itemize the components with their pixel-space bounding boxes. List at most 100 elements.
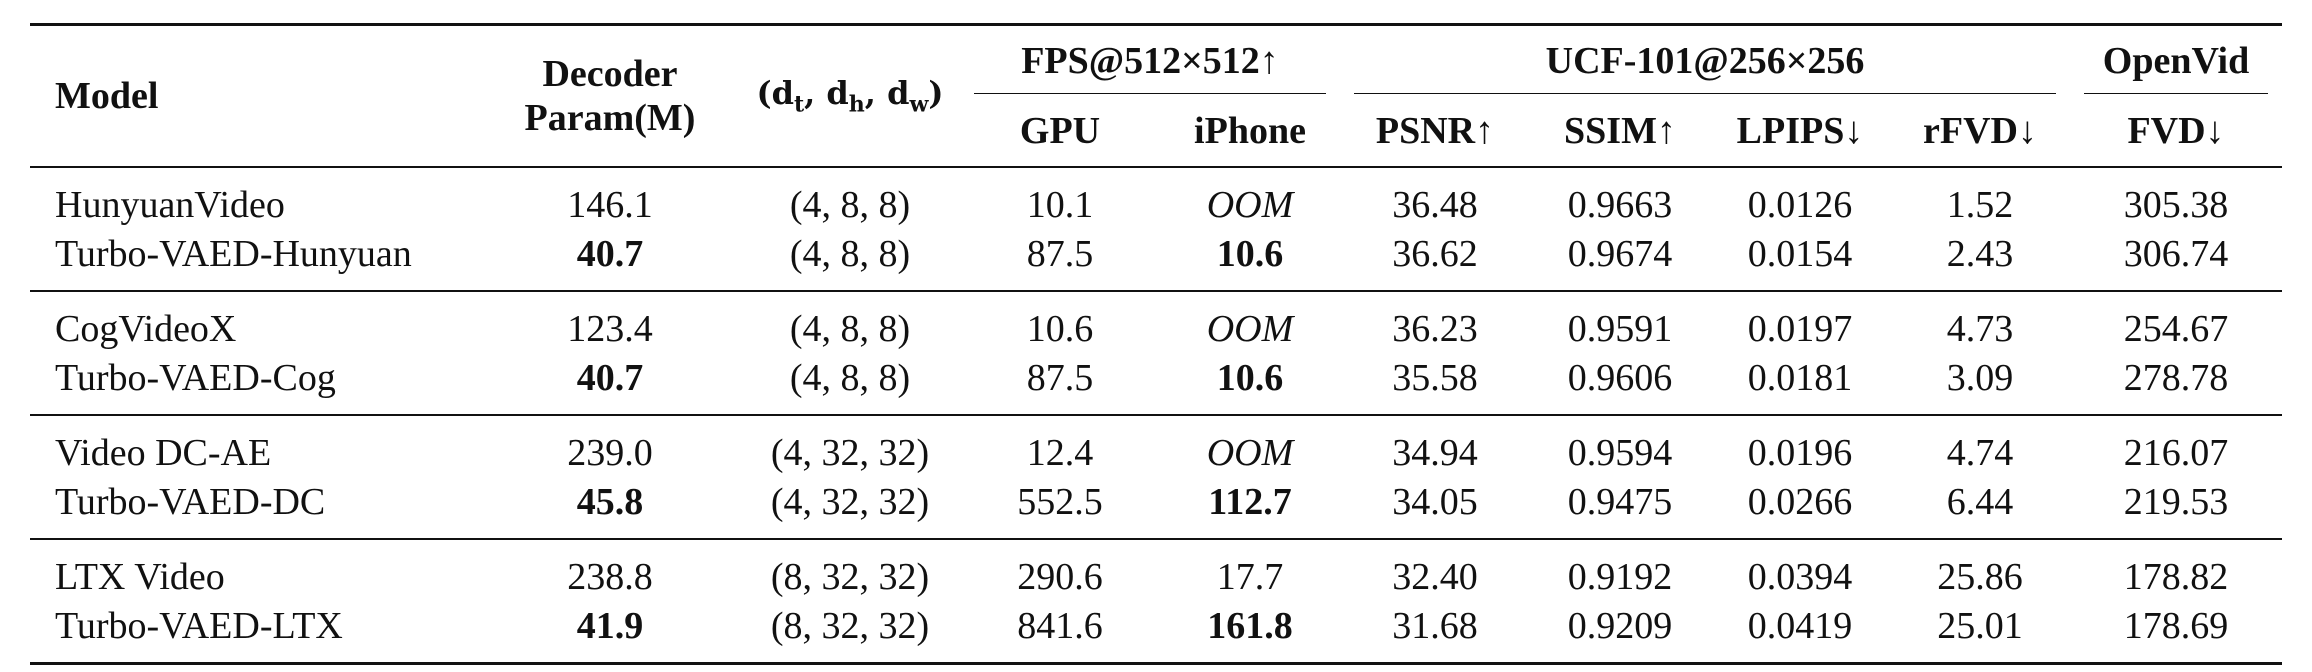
cell: 552.5 [1017, 480, 1103, 523]
cell: 0.0419 [1747, 604, 1853, 647]
cell: 45.8 [576, 480, 644, 523]
cell: 841.6 [1017, 604, 1103, 647]
row-group: LTX Video 238.8 (8, 32, 32) 290.6 17.7 32.40 0… [30, 539, 2283, 664]
cell: 0.0154 [1747, 232, 1853, 275]
cell: (4, 8, 8) [789, 356, 911, 399]
cell: OOM [1206, 307, 1294, 350]
model-name: CogVideoX [55, 307, 237, 350]
column-header: rFVD↓ [1923, 110, 2037, 152]
cell: 17.7 [1216, 555, 1284, 598]
dims-subscript: t [793, 91, 805, 118]
cell: (4, 32, 32) [770, 431, 930, 474]
cell: (4, 8, 8) [789, 183, 911, 226]
model-name: Turbo-VAED-LTX [55, 604, 343, 647]
row-group: Video DC-AE 239.0 (4, 32, 32) 12.4 OOM 34.94 0… [30, 415, 2283, 539]
table-row: Turbo-VAED-DC 45.8 (4, 32, 32) 552.5 112.7 34… [30, 477, 2282, 539]
table-header: Model Decoder Param(M) (dt, dh, dw) FPS@512×… [30, 25, 2283, 167]
table-row: Turbo-VAED-Hunyuan 40.7 (4, 8, 8) 87.5 10.6 3… [30, 229, 2282, 291]
cell: 0.9192 [1567, 555, 1673, 598]
cell: 306.74 [2123, 232, 2229, 275]
decoder-header-line: Decoder [542, 53, 678, 95]
cell: OOM [1206, 183, 1294, 226]
cell: 0.0394 [1747, 555, 1853, 598]
cell: 0.9674 [1567, 232, 1673, 275]
cell: 290.6 [1017, 555, 1103, 598]
dims-text: , d [804, 74, 849, 113]
cell: 10.6 [1216, 232, 1284, 275]
cell: 36.48 [1392, 183, 1478, 226]
table-row: Turbo-VAED-Cog 40.7 (4, 8, 8) 87.5 10.6 35.58… [30, 353, 2282, 415]
model-name: HunyuanVideo [55, 183, 285, 226]
span-title: OpenVid [2070, 25, 2282, 97]
cell: 41.9 [576, 604, 644, 647]
cell: (8, 32, 32) [770, 604, 930, 647]
dims-header: (dt, dh, dw) [740, 25, 960, 168]
table-row: LTX Video 238.8 (8, 32, 32) 290.6 17.7 32.40 0… [30, 539, 2282, 601]
cell: 305.38 [2123, 183, 2229, 226]
dims-subscript: w [909, 91, 929, 118]
cell: (4, 32, 32) [770, 480, 930, 523]
cell: 87.5 [1026, 232, 1094, 275]
span-title: FPS@512×512↑ [960, 25, 1340, 97]
cell: 35.58 [1392, 356, 1478, 399]
cell: (4, 8, 8) [789, 232, 911, 275]
cell: 239.0 [567, 431, 653, 474]
cell: 25.86 [1937, 555, 2023, 598]
cell: 0.9475 [1567, 480, 1673, 523]
cell: 40.7 [576, 232, 644, 275]
model-name: Turbo-VAED-Cog [55, 356, 336, 399]
cell: 31.68 [1392, 604, 1478, 647]
cell: 278.78 [2123, 356, 2229, 399]
cell: 36.23 [1392, 307, 1478, 350]
table-row: HunyuanVideo 146.1 (4, 8, 8) 10.1 OOM 36.48 0.… [30, 167, 2282, 229]
model-name: LTX Video [55, 555, 225, 598]
cell: 0.0266 [1747, 480, 1853, 523]
table-row: Turbo-VAED-LTX 41.9 (8, 32, 32) 841.6 161.8 3… [30, 601, 2282, 664]
header-row: Model Decoder Param(M) (dt, dh, dw) FPS@512×… [30, 25, 2282, 139]
cell: 219.53 [2123, 480, 2229, 523]
cell: 0.9209 [1567, 604, 1673, 647]
cell: 0.9591 [1567, 307, 1673, 350]
model-name: Turbo-VAED-Hunyuan [55, 232, 412, 275]
cell: 34.94 [1392, 431, 1478, 474]
dims-subscript: h [848, 91, 865, 118]
cell: 146.1 [567, 183, 653, 226]
cell: 178.69 [2123, 604, 2229, 647]
cell: 40.7 [576, 356, 644, 399]
cell: (4, 8, 8) [789, 307, 911, 350]
decoder-header: Decoder Param(M) [480, 25, 740, 168]
cell: 34.05 [1392, 480, 1478, 523]
cell: 238.8 [567, 555, 653, 598]
cell: 178.82 [2123, 555, 2229, 598]
cell: 25.01 [1937, 604, 2023, 647]
cell: 112.7 [1208, 480, 1292, 523]
cell: 0.9594 [1567, 431, 1673, 474]
cell: 10.1 [1026, 183, 1094, 226]
row-group: HunyuanVideo 146.1 (4, 8, 8) 10.1 OOM 36.48 0.… [30, 167, 2282, 291]
cell: 6.44 [1946, 480, 2014, 523]
model-name: Turbo-VAED-DC [55, 480, 326, 523]
header-row: GPU iPhone PSNR↑ SSIM↑ LPIPS↓ rFVD↓ FVD↓ [30, 96, 2282, 167]
model-header: Model [55, 75, 159, 117]
results-table: Model Decoder Param(M) (dt, dh, dw) FPS@512×… [30, 23, 2283, 665]
cell: 2.43 [1946, 232, 2014, 275]
cell: 1.52 [1946, 183, 2014, 226]
cell: 3.09 [1946, 356, 2014, 399]
table-row: CogVideoX 123.4 (4, 8, 8) 10.6 OOM 36.23 0.959… [30, 291, 2282, 353]
cell: 32.40 [1392, 555, 1478, 598]
cell: 4.74 [1946, 431, 2014, 474]
cell: 123.4 [567, 307, 653, 350]
cell: 36.62 [1392, 232, 1478, 275]
cell: 161.8 [1207, 604, 1293, 647]
column-header: LPIPS↓ [1736, 110, 1864, 152]
cell: (8, 32, 32) [770, 555, 930, 598]
dims-text: , d [864, 74, 910, 113]
cell: 10.6 [1026, 307, 1094, 350]
cell: 0.0126 [1747, 183, 1853, 226]
column-header: SSIM↑ [1564, 110, 1676, 152]
dims-text: ) [928, 74, 944, 113]
cell: 254.67 [2123, 307, 2229, 350]
cell: 0.0197 [1747, 307, 1853, 350]
column-header: GPU [1019, 110, 1101, 152]
